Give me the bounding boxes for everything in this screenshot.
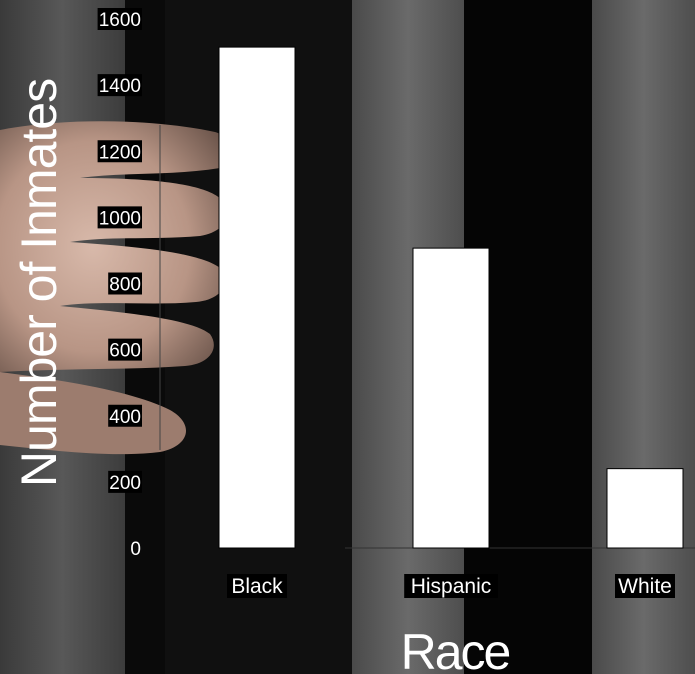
- bar-black: [218, 46, 296, 549]
- y-tick-background: [108, 338, 142, 361]
- y-tick-label: 400: [109, 407, 141, 428]
- y-tick-label: 200: [109, 473, 141, 494]
- y-tick-label: 1600: [99, 10, 141, 31]
- y-tick-background: [108, 272, 142, 295]
- y-tick-label: 1200: [99, 142, 141, 163]
- y-tick-background: [97, 8, 142, 30]
- y-tick-800: 800: [108, 272, 142, 296]
- hand-image: [0, 121, 232, 455]
- x-tick-label: Hispanic: [411, 575, 492, 598]
- x-axis-ticks: Black Hispanic White: [227, 574, 675, 598]
- y-tick-600: 600: [108, 338, 142, 362]
- y-tick-background: [97, 140, 142, 163]
- x-tick-background: [227, 574, 287, 598]
- y-tick-0: 0: [130, 539, 141, 560]
- y-tick-label: 0: [130, 539, 141, 560]
- bar-white: [606, 468, 684, 549]
- y-tick-label: 600: [109, 341, 141, 362]
- x-axis-label: Race: [401, 624, 510, 674]
- y-tick-background: [108, 404, 142, 427]
- y-tick-label: 1000: [99, 208, 141, 229]
- y-tick-1600: 1600: [97, 8, 142, 31]
- y-tick-1000: 1000: [97, 206, 142, 229]
- y-axis-ticks: 0 200 400 600 800 1000 1200 1400 1600: [97, 8, 142, 560]
- y-tick-1200: 1200: [97, 140, 142, 163]
- bars: [218, 46, 684, 549]
- y-tick-label: 1400: [99, 76, 141, 97]
- x-tick-white: White: [615, 574, 675, 598]
- x-tick-background: [615, 574, 675, 598]
- x-tick-hispanic: Hispanic: [404, 574, 498, 598]
- y-axis-label: Number of Inmates: [11, 79, 67, 487]
- x-tick-black: Black: [227, 574, 287, 598]
- x-tick-background: [404, 574, 498, 598]
- y-tick-background: [108, 470, 142, 493]
- y-tick-200: 200: [108, 470, 142, 494]
- y-tick-background: [97, 206, 142, 229]
- x-tick-label: Black: [231, 575, 283, 598]
- y-tick-label: 800: [109, 275, 141, 296]
- bar-hispanic: [412, 247, 490, 549]
- y-tick-background: [97, 74, 142, 97]
- x-tick-label: White: [618, 575, 672, 598]
- y-tick-400: 400: [108, 404, 142, 428]
- y-tick-1400: 1400: [97, 74, 142, 97]
